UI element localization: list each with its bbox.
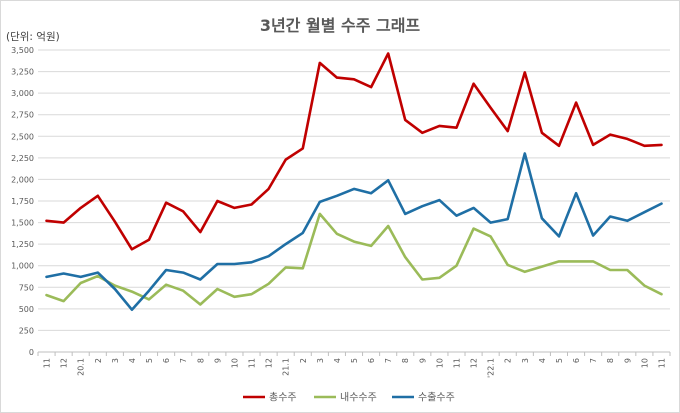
x-tick-label: 3 — [111, 358, 120, 363]
x-tick-label: 9 — [418, 358, 427, 363]
y-tick-label: 1,250 — [11, 240, 34, 249]
y-tick-label: 750 — [19, 283, 34, 292]
y-axis: 0 250 500 750 1,000 1,250 1,500 1,750 2,000 2,250… — [11, 46, 34, 357]
x-tick-label: 7 — [589, 358, 598, 363]
x-tick-label: 4 — [538, 358, 547, 363]
x-tick-label: 5 — [145, 358, 154, 363]
x-tick-label: 8 — [606, 358, 615, 363]
y-tick-label: 2,000 — [11, 175, 34, 184]
y-tick-label: 2,250 — [11, 154, 34, 163]
y-tick-label: 3,000 — [11, 89, 34, 98]
legend-label: 내수수주 — [340, 392, 377, 404]
chart-title: 3년간 월별 수주 그래프 — [259, 16, 421, 35]
x-tick-label: 4 — [333, 358, 342, 363]
y-tick-label: 250 — [19, 326, 34, 335]
x-tick-label: 8 — [196, 358, 205, 363]
x-tick-label: 2 — [94, 358, 103, 363]
x-tick-label: 11 — [452, 358, 461, 368]
x-tick-label: 12 — [60, 358, 69, 368]
x-tick-label: 12 — [470, 358, 479, 368]
y-tick-label: 1,000 — [11, 262, 34, 271]
legend-label: 수출수주 — [418, 392, 455, 404]
gridlines — [38, 49, 670, 353]
x-tick-label: 11 — [248, 358, 257, 368]
y-tick-label: 1,750 — [11, 197, 34, 206]
x-axis: 11 12 20.1 2 3 4 5 6 7 8 9 10 11 12 21.1 2 3 4 5 6 7 8 9 10 11 12… — [37, 352, 671, 378]
series-lines — [45, 52, 663, 312]
x-tick-label: 8 — [401, 358, 410, 363]
x-tick-label: 9 — [623, 358, 632, 363]
y-tick-label: 500 — [19, 305, 34, 314]
x-tick-label: 11 — [657, 358, 666, 368]
y-tick-label: 3,500 — [11, 46, 34, 55]
x-tick-label: 2 — [299, 358, 308, 363]
series-line-수출수주 — [45, 152, 663, 312]
x-tick-label: 5 — [350, 358, 359, 363]
x-tick-label: 7 — [179, 358, 188, 363]
x-tick-label: 10 — [435, 358, 444, 368]
x-tick-label: '22.1 — [487, 358, 496, 378]
x-tick-label: 21.1 — [282, 358, 291, 376]
legend: 총수주 내수수주 수출수주 — [243, 392, 455, 404]
x-tick-label: 10 — [230, 358, 239, 368]
x-tick-label: 9 — [213, 358, 222, 363]
x-tick-label: 5 — [555, 358, 564, 363]
x-tick-label: 12 — [265, 358, 274, 368]
x-tick-label: 3 — [316, 358, 325, 363]
x-tick-label: 2 — [504, 358, 513, 363]
x-tick-label: 6 — [367, 358, 376, 363]
legend-label: 총수주 — [269, 392, 297, 404]
x-tick-label: 20.1 — [77, 358, 86, 376]
x-tick-label: 6 — [162, 358, 171, 363]
y-tick-label: 3,250 — [11, 68, 34, 77]
series-line-총수주 — [45, 52, 663, 251]
y-tick-label: 0 — [29, 348, 34, 357]
unit-label: (단위: 억원) — [6, 31, 60, 43]
x-tick-label: 3 — [521, 358, 530, 363]
y-tick-label: 2,750 — [11, 111, 34, 120]
x-tick-label: 7 — [384, 358, 393, 363]
x-tick-label: 6 — [572, 358, 581, 363]
x-tick-label: 4 — [128, 358, 137, 363]
series-line-내수수주 — [45, 212, 663, 306]
y-tick-label: 2,500 — [11, 132, 34, 141]
y-tick-label: 1,500 — [11, 219, 34, 228]
x-tick-label: 10 — [640, 358, 649, 368]
x-tick-label: 11 — [43, 358, 52, 368]
